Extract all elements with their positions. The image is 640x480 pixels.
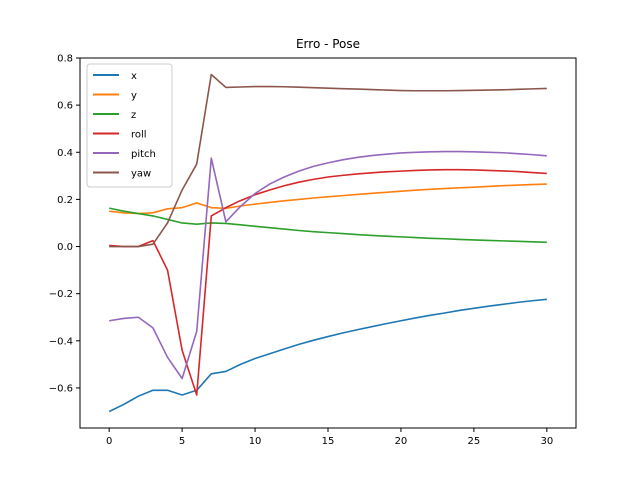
y-tick-label: 0.2 (57, 195, 73, 206)
legend-box (86, 63, 173, 188)
y-tick-label: 0.0 (57, 242, 73, 253)
y-axis: −0.6 −0.4 −0.2 0.0 0.2 0.4 0.6 0.8 (49, 54, 80, 394)
legend-label-roll: roll (131, 130, 147, 141)
legend-label-yaw: yaw (131, 169, 151, 180)
x-tick-label: 30 (540, 436, 553, 447)
x-axis: 0 5 10 15 20 25 30 (106, 428, 553, 447)
series-line-pitch (109, 150, 547, 380)
x-tick-label: 5 (179, 436, 185, 447)
legend-label-x: x (131, 71, 137, 82)
y-tick-label: 0.8 (57, 54, 73, 65)
legend-label-y: y (131, 91, 137, 102)
x-tick-label: 25 (468, 436, 481, 447)
series-line-z (109, 207, 547, 244)
series-line-y (109, 183, 547, 215)
legend-label-z: z (131, 110, 136, 121)
series-line-yaw (109, 73, 547, 248)
series-line-roll (109, 168, 547, 396)
series-line-x (108, 298, 547, 413)
chart-title: Erro - Pose (296, 37, 360, 51)
x-tick-label: 15 (322, 436, 335, 447)
x-tick-label: 20 (395, 436, 408, 447)
x-tick-label: 10 (249, 436, 262, 447)
y-tick-label: −0.4 (49, 336, 73, 347)
y-tick-label: −0.2 (49, 289, 73, 300)
y-tick-label: −0.6 (49, 383, 73, 394)
y-tick-label: 0.6 (57, 101, 73, 112)
plot-area (108, 73, 547, 413)
y-tick-label: 0.4 (57, 148, 73, 159)
x-tick-label: 0 (106, 436, 112, 447)
legend-label-pitch: pitch (131, 149, 156, 160)
legend: xyz roll pitch yaw (86, 63, 173, 188)
